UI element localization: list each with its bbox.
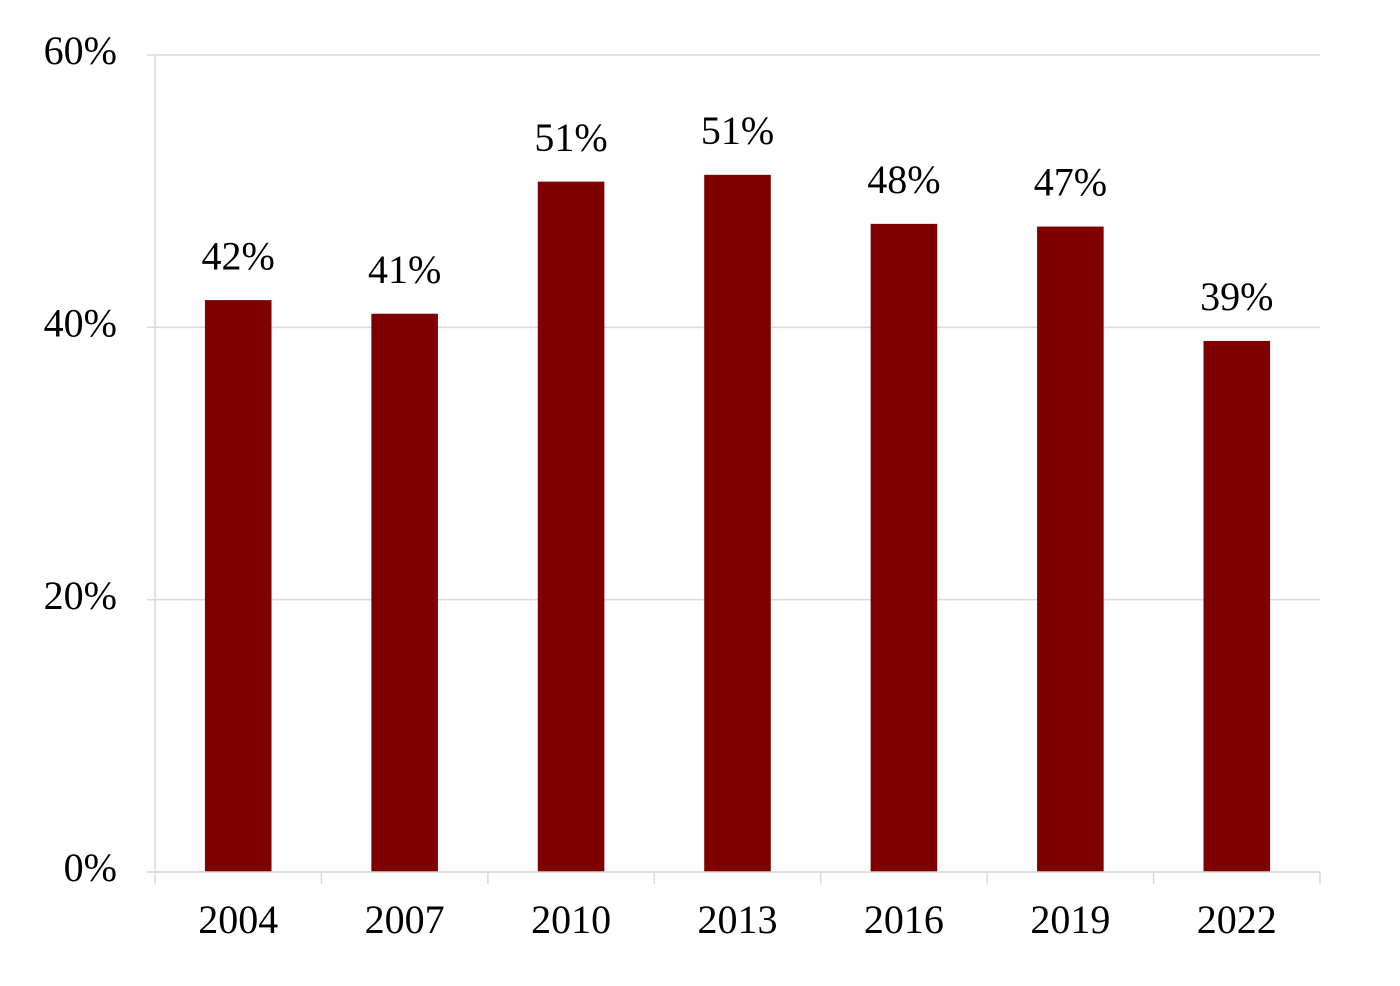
data-label: 39% xyxy=(1200,274,1273,319)
x-tick-label: 2016 xyxy=(864,897,944,942)
bar xyxy=(537,181,605,872)
data-label: 48% xyxy=(867,157,940,202)
x-tick-label: 2013 xyxy=(698,897,778,942)
bar xyxy=(870,223,938,872)
y-tick-label: 40% xyxy=(44,301,117,346)
bar xyxy=(204,300,272,873)
y-tick-label: 60% xyxy=(44,28,117,73)
x-tick-label: 2007 xyxy=(365,897,445,942)
y-tick-label: 0% xyxy=(64,845,117,890)
bar xyxy=(371,313,438,872)
data-label: 42% xyxy=(202,233,275,278)
x-tick-label: 2019 xyxy=(1030,897,1110,942)
x-tick-label: 2022 xyxy=(1197,897,1277,942)
bar xyxy=(704,174,771,872)
data-label: 51% xyxy=(701,108,774,153)
data-label: 47% xyxy=(1034,160,1107,205)
x-tick-label: 2010 xyxy=(531,897,611,942)
x-tick-label: 2004 xyxy=(198,897,278,942)
bar xyxy=(1203,340,1271,872)
data-label: 41% xyxy=(368,247,441,292)
bar xyxy=(1037,226,1104,872)
data-label: 51% xyxy=(534,115,607,160)
y-tick-label: 20% xyxy=(44,573,117,618)
